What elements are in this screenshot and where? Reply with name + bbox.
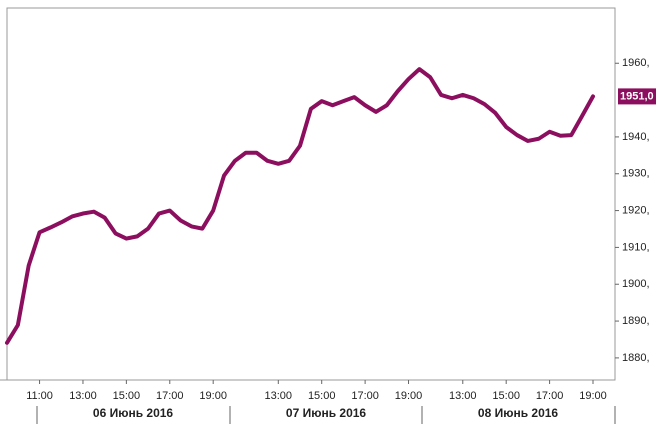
day-label: 07 Июнь 2016 (286, 406, 367, 420)
x-tick-label: 13:00 (69, 390, 97, 402)
x-tick-label: 11:00 (26, 390, 53, 402)
x-tick-label: 15:00 (308, 390, 336, 402)
y-tick-label: 1930, (622, 168, 650, 180)
last-value-box (618, 88, 656, 105)
last-value-label: 1951,0 (620, 90, 654, 102)
x-tick-label: 17:00 (351, 390, 379, 402)
y-tick-label: 1890, (622, 315, 650, 327)
x-tick-label: 19:00 (395, 390, 423, 402)
plot-frame (6, 7, 616, 381)
day-label: 06 Июнь 2016 (93, 406, 174, 420)
y-tick-label: 1940, (622, 131, 650, 143)
x-tick-label: 19:00 (199, 390, 227, 402)
y-tick-label: 1880, (622, 352, 650, 364)
x-tick-label: 19:00 (579, 390, 607, 402)
y-tick-label: 1900, (622, 278, 650, 290)
day-label: 08 Июнь 2016 (478, 406, 559, 420)
x-tick-label: 17:00 (536, 390, 564, 402)
price-line (5, 67, 595, 345)
x-tick-label: 13:00 (449, 390, 477, 402)
x-tick-label: 15:00 (113, 390, 141, 402)
x-tick-label: 15:00 (492, 390, 520, 402)
x-tick-label: 13:00 (265, 390, 293, 402)
y-tick-label: 1960, (622, 57, 650, 69)
x-tick-label: 17:00 (156, 390, 184, 402)
y-tick-label: 1920, (622, 204, 650, 216)
y-tick-label: 1910, (622, 241, 650, 253)
